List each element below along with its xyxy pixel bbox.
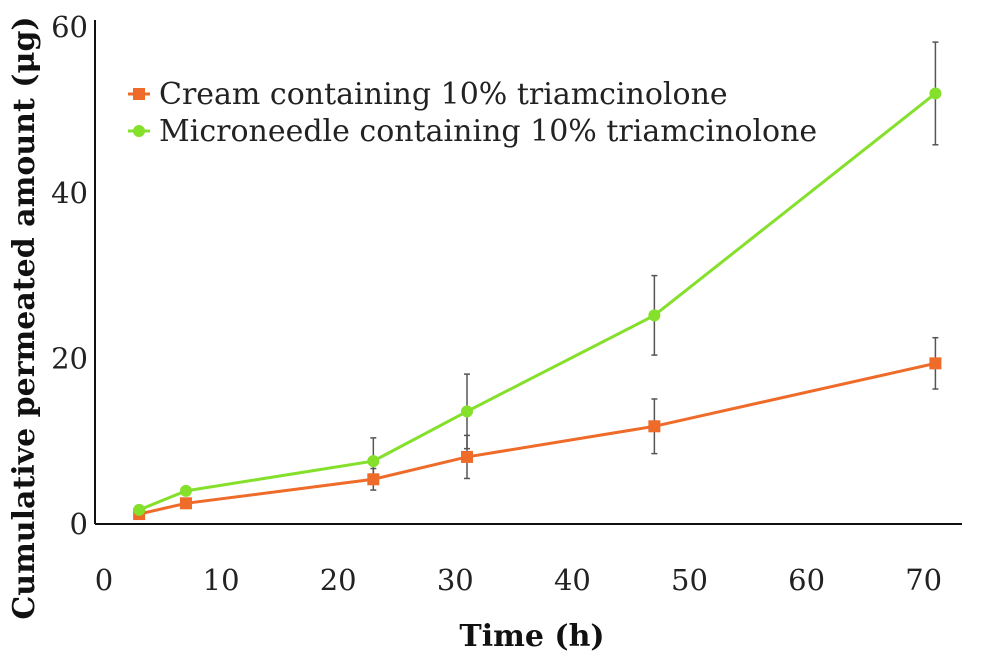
x-tick-label: 30: [437, 563, 474, 597]
x-axis-title: Time (h): [459, 619, 604, 654]
data-markers: [133, 87, 942, 521]
data-point-marker: [367, 473, 380, 486]
data-point-marker: [461, 450, 474, 463]
legend-swatch-marker: [133, 88, 145, 100]
data-point-marker: [929, 87, 942, 100]
x-tick-label: 40: [554, 563, 591, 597]
series-lines: [138, 92, 937, 516]
x-tick-label: 50: [671, 563, 708, 597]
data-point-marker: [179, 497, 192, 510]
x-tick-label: 60: [788, 563, 825, 597]
data-point-marker: [367, 455, 380, 468]
data-point-marker: [461, 405, 474, 418]
x-tick-label: 0: [95, 563, 113, 597]
series-line-2: [138, 92, 937, 512]
data-point-marker: [929, 357, 942, 370]
y-tick-label: 40: [51, 176, 88, 210]
legend-label: Cream containing 10% triamcinolone: [159, 77, 728, 112]
x-tick-label: 20: [320, 563, 357, 597]
x-tick-labels: 0 10 20 30 40 50 60 70: [95, 563, 942, 597]
y-tick-label: 0: [70, 507, 88, 541]
data-point-marker: [133, 503, 146, 516]
data-point-marker: [179, 484, 192, 497]
y-tick-label: 20: [51, 341, 88, 375]
data-point-marker: [648, 309, 661, 322]
legend-swatch-marker: [133, 125, 145, 137]
data-point-marker: [648, 420, 661, 433]
x-tick-label: 70: [905, 563, 942, 597]
legend: Cream containing 10% triamcinoloneMicron…: [128, 77, 817, 149]
legend-label: Microneedle containing 10% triamcinolone: [159, 114, 817, 149]
x-tick-label: 10: [203, 563, 240, 597]
y-axis-title: Cumulative permeated amount (μg): [7, 16, 42, 619]
series-line-1: [138, 361, 936, 516]
axes: [94, 20, 962, 525]
y-tick-label: 60: [51, 10, 88, 44]
y-tick-labels: 0 20 40 60: [51, 10, 88, 541]
